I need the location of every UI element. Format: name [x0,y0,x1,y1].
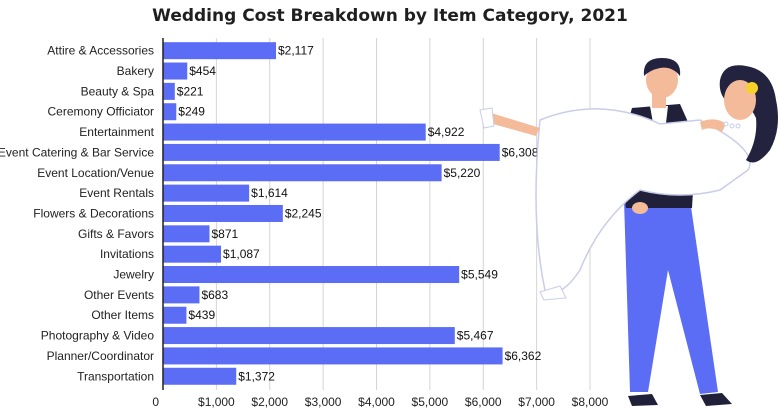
groom-pants [624,200,718,394]
x-tick-label: $3,000 [305,395,342,409]
x-tick-label: $5,000 [412,395,449,409]
bars [163,42,503,385]
bar [163,245,222,263]
bar [163,327,455,345]
bride-leg [486,112,540,136]
bar [163,286,200,304]
category-label: Bakery [117,64,154,78]
category-label: Invitations [100,247,154,261]
bar [163,266,460,284]
hair-flower [746,82,758,94]
value-label: $454 [189,64,216,78]
category-label: Photography & Video [41,329,155,343]
groom-shoe-left [628,394,658,406]
bar [163,143,500,161]
necklace-pearl [735,123,741,129]
value-label: $5,220 [444,166,481,180]
category-label: Other Items [91,308,154,322]
category-label: Other Events [84,288,154,302]
bar [163,164,442,182]
bar [163,347,503,365]
value-label: $5,467 [457,329,494,343]
x-tick-label: $2,000 [251,395,288,409]
x-tick-label: 0 [152,395,159,409]
labels: Attire & Accessories $2,117 Bakery $454 Beau… [0,44,542,384]
chart-title: Wedding Cost Breakdown by Item Category,… [152,6,628,26]
category-label: Transportation [77,369,154,383]
bar [163,82,175,100]
value-label: $249 [178,105,205,119]
bride-dress [535,108,751,294]
value-label: $1,087 [223,247,260,261]
value-label: $221 [177,84,204,98]
groom-hair [643,58,681,76]
category-label: Beauty & Spa [81,84,155,98]
bar [163,225,210,243]
necklace-pearl [723,121,729,127]
category-label: Event Location/Venue [37,166,154,180]
bride-shoe-bottom [539,285,567,301]
bar [163,62,188,80]
value-label: $439 [188,308,215,322]
value-label: $1,372 [238,369,275,383]
value-label: $2,117 [278,44,314,58]
x-tick-label: $7,000 [518,395,555,409]
category-label: Attire & Accessories [47,44,154,58]
category-label: Gifts & Favors [78,227,154,241]
x-tick-label: $6,000 [465,395,502,409]
value-label: $5,549 [461,268,498,282]
necklace-pearl [729,123,735,129]
bar [163,103,177,121]
x-tick-label: $1,000 [198,395,235,409]
value-label: $683 [201,288,228,302]
value-label: $871 [211,227,238,241]
category-label: Flowers & Decorations [33,206,154,220]
groom-shoe-right [700,393,732,406]
value-label: $6,308 [502,145,539,159]
bar [163,184,250,202]
category-label: Ceremony Officiator [48,105,154,119]
value-label: $6,362 [505,349,542,363]
category-label: Jewelry [113,268,154,282]
wedding-couple-illustration [479,58,778,406]
bar [163,123,426,141]
groom-hand [632,202,648,214]
category-label: Entertainment [79,125,154,139]
category-label: Event Catering & Bar Service [0,145,154,159]
bar [163,204,283,222]
x-tick-label: $8,000 [572,395,609,409]
bar [163,367,237,385]
category-label: Event Rentals [79,186,154,200]
groom-head [646,62,678,98]
value-label: $4,922 [428,125,465,139]
x-tick-label: $4,000 [358,395,395,409]
category-label: Planner/Coordinator [47,349,154,363]
value-label: $1,614 [251,186,288,200]
bar [163,42,276,60]
bar [163,306,187,324]
bride-shoe-top [479,107,495,129]
x-axis-ticks: 0 $1,000 $2,000 $3,000 $4,000 $5,000 $6,000 $7,… [152,395,608,409]
value-label: $2,245 [285,206,322,220]
bride-arm [700,119,726,132]
